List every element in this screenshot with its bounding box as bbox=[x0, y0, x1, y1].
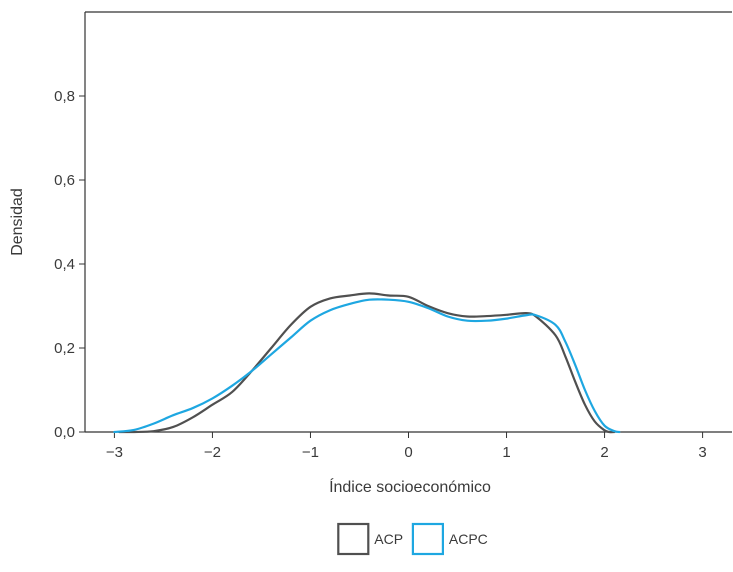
y-tick-label: 0,4 bbox=[54, 256, 75, 273]
x-tick-label: 2 bbox=[600, 444, 608, 461]
legend-swatch-acp bbox=[337, 522, 370, 556]
x-axis-label: Índice socioeconómico bbox=[329, 477, 491, 496]
legend-label-acpc: ACPC bbox=[449, 531, 488, 547]
y-tick-label: 0,6 bbox=[54, 172, 75, 189]
x-tick-label: −3 bbox=[106, 444, 123, 461]
series-line-acpc bbox=[113, 298, 621, 434]
x-tick-label: 1 bbox=[502, 444, 510, 461]
y-tick-label: 0,2 bbox=[54, 340, 75, 357]
legend-label-acp: ACP bbox=[374, 531, 403, 547]
x-tick-label: −1 bbox=[302, 444, 319, 461]
legend: ACP ACPC bbox=[337, 522, 488, 556]
x-tick-label: −2 bbox=[204, 444, 221, 461]
series-line-acp bbox=[118, 292, 616, 434]
axes bbox=[84, 11, 732, 433]
legend-swatch-acpc bbox=[411, 522, 444, 556]
x-tick-label: 3 bbox=[698, 444, 706, 461]
x-tick-label: 0 bbox=[404, 444, 412, 461]
y-tick-label: 0,8 bbox=[54, 88, 75, 105]
series-layer bbox=[113, 292, 621, 434]
y-tick-label: 0,0 bbox=[54, 424, 75, 441]
y-axis-label: Densidad bbox=[9, 188, 26, 256]
ticks: −3 −2 −1 0 1 2 3 0,0 0,2 0,4 0,6 0,8 bbox=[54, 88, 707, 461]
